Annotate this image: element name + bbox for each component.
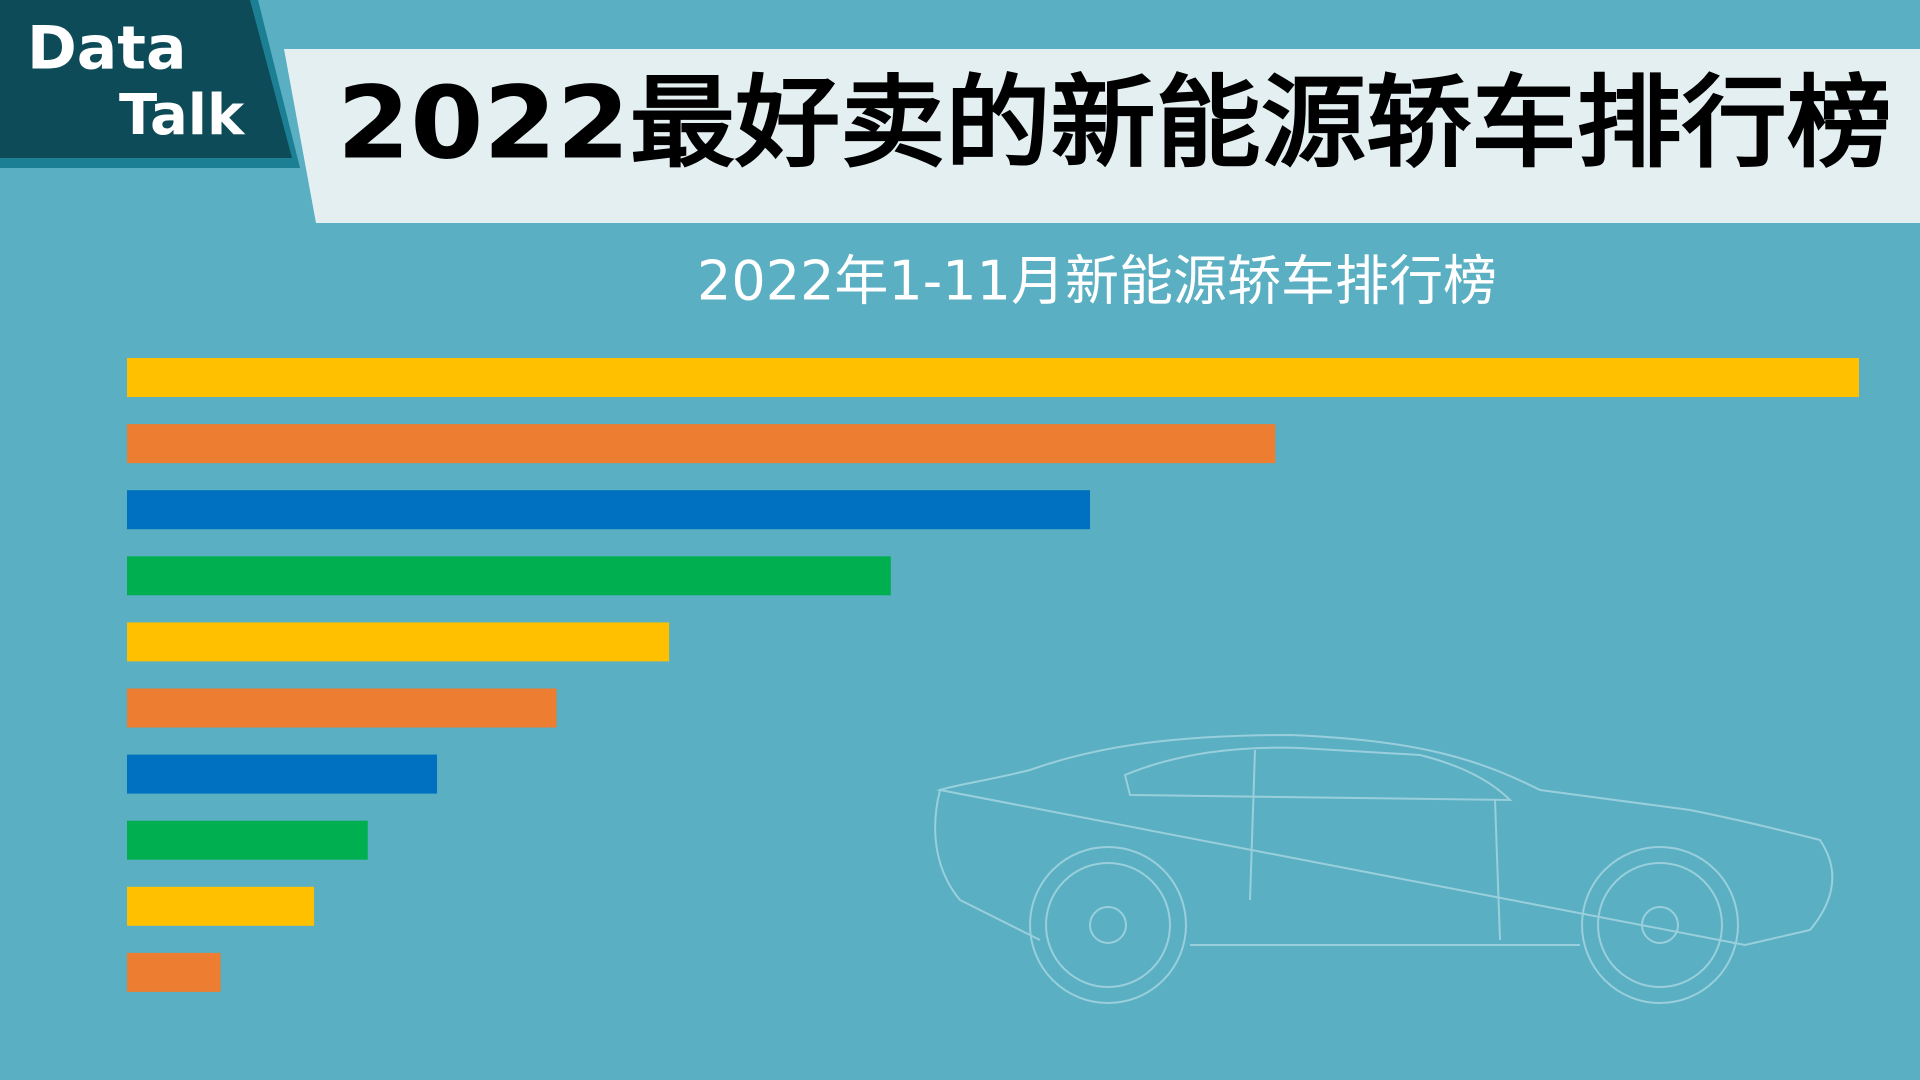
bar <box>127 820 368 860</box>
bar <box>127 622 670 662</box>
logo-box <box>0 0 292 158</box>
car-outline <box>934 733 1834 1004</box>
bar <box>127 490 1090 530</box>
title-band <box>284 49 1920 223</box>
bar <box>127 688 557 728</box>
bar <box>127 886 315 926</box>
bar <box>127 424 1276 464</box>
bar <box>127 952 221 992</box>
bar <box>127 754 438 794</box>
bar <box>127 358 1859 397</box>
chart-title: 2022最好卖的新能源轿车排行榜 <box>337 64 1892 181</box>
logo-text: Data <box>27 14 186 84</box>
logo-text: Talk <box>119 83 246 148</box>
bar <box>127 556 891 596</box>
chart-subtitle: 2022年1-11月新能源轿车排行榜 <box>697 250 1497 313</box>
